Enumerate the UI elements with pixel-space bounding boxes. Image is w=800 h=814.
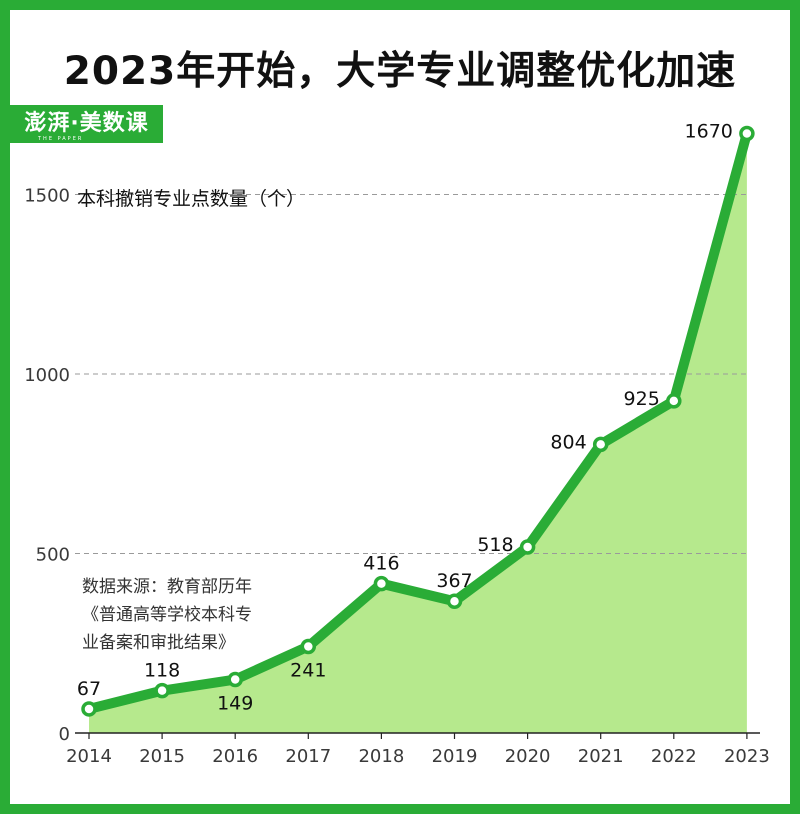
data-label: 149: [217, 693, 253, 715]
y-axis-label: 本科撤销专业点数量（个）: [77, 188, 305, 210]
publisher-logo: 澎湃·美数课 THE PAPER: [10, 105, 163, 143]
data-label: 518: [477, 534, 513, 556]
x-tick-label: 2023: [724, 746, 770, 767]
x-tick-label: 2022: [651, 746, 697, 767]
data-point: [154, 682, 170, 699]
series-line: [84, 128, 752, 714]
logo-text: 澎湃·美数课: [24, 111, 149, 136]
data-point: [519, 539, 536, 555]
x-tick-label: 2017: [285, 746, 331, 767]
data-label: 416: [363, 553, 399, 575]
source-line: 数据来源：教育部历年: [82, 577, 252, 597]
x-tick-label: 2018: [358, 746, 404, 767]
source-note: 数据来源：教育部历年 《普通高等学校本科专 业备案和审批结果》: [82, 577, 252, 653]
y-tick-label: 500: [36, 545, 70, 566]
chart-title: 2023年开始，大学专业调整优化加速: [63, 49, 737, 94]
x-tick-label: 2019: [432, 746, 478, 767]
data-point: [592, 436, 609, 453]
x-tick-label: 2020: [505, 746, 551, 767]
data-point: [446, 593, 463, 609]
data-point: [666, 393, 682, 409]
y-tick-label: 1000: [24, 365, 70, 386]
source-line: 《普通高等学校本科专: [82, 605, 252, 625]
data-point: [81, 701, 97, 717]
data-label: 67: [77, 678, 101, 700]
data-point: [373, 575, 390, 592]
data-label: 118: [144, 660, 180, 682]
data-label: 1670: [685, 120, 733, 142]
source-line: 业备案和审批结果》: [82, 633, 235, 653]
y-tick-label: 1500: [24, 186, 70, 207]
x-tick-label: 2014: [66, 746, 112, 767]
logo-subtext: THE PAPER: [38, 136, 84, 142]
data-point: [227, 671, 243, 688]
x-tick-label: 2016: [212, 746, 258, 767]
area-fill: [89, 133, 747, 734]
data-label: 367: [436, 570, 472, 592]
data-label: 241: [290, 659, 326, 681]
data-point: [300, 638, 317, 655]
data-label: 925: [624, 388, 660, 410]
x-tick-label: 2015: [139, 746, 185, 767]
data-point: [739, 125, 755, 142]
data-label: 804: [550, 431, 586, 453]
x-tick-label: 2021: [578, 746, 624, 767]
y-tick-label: 0: [59, 724, 70, 745]
